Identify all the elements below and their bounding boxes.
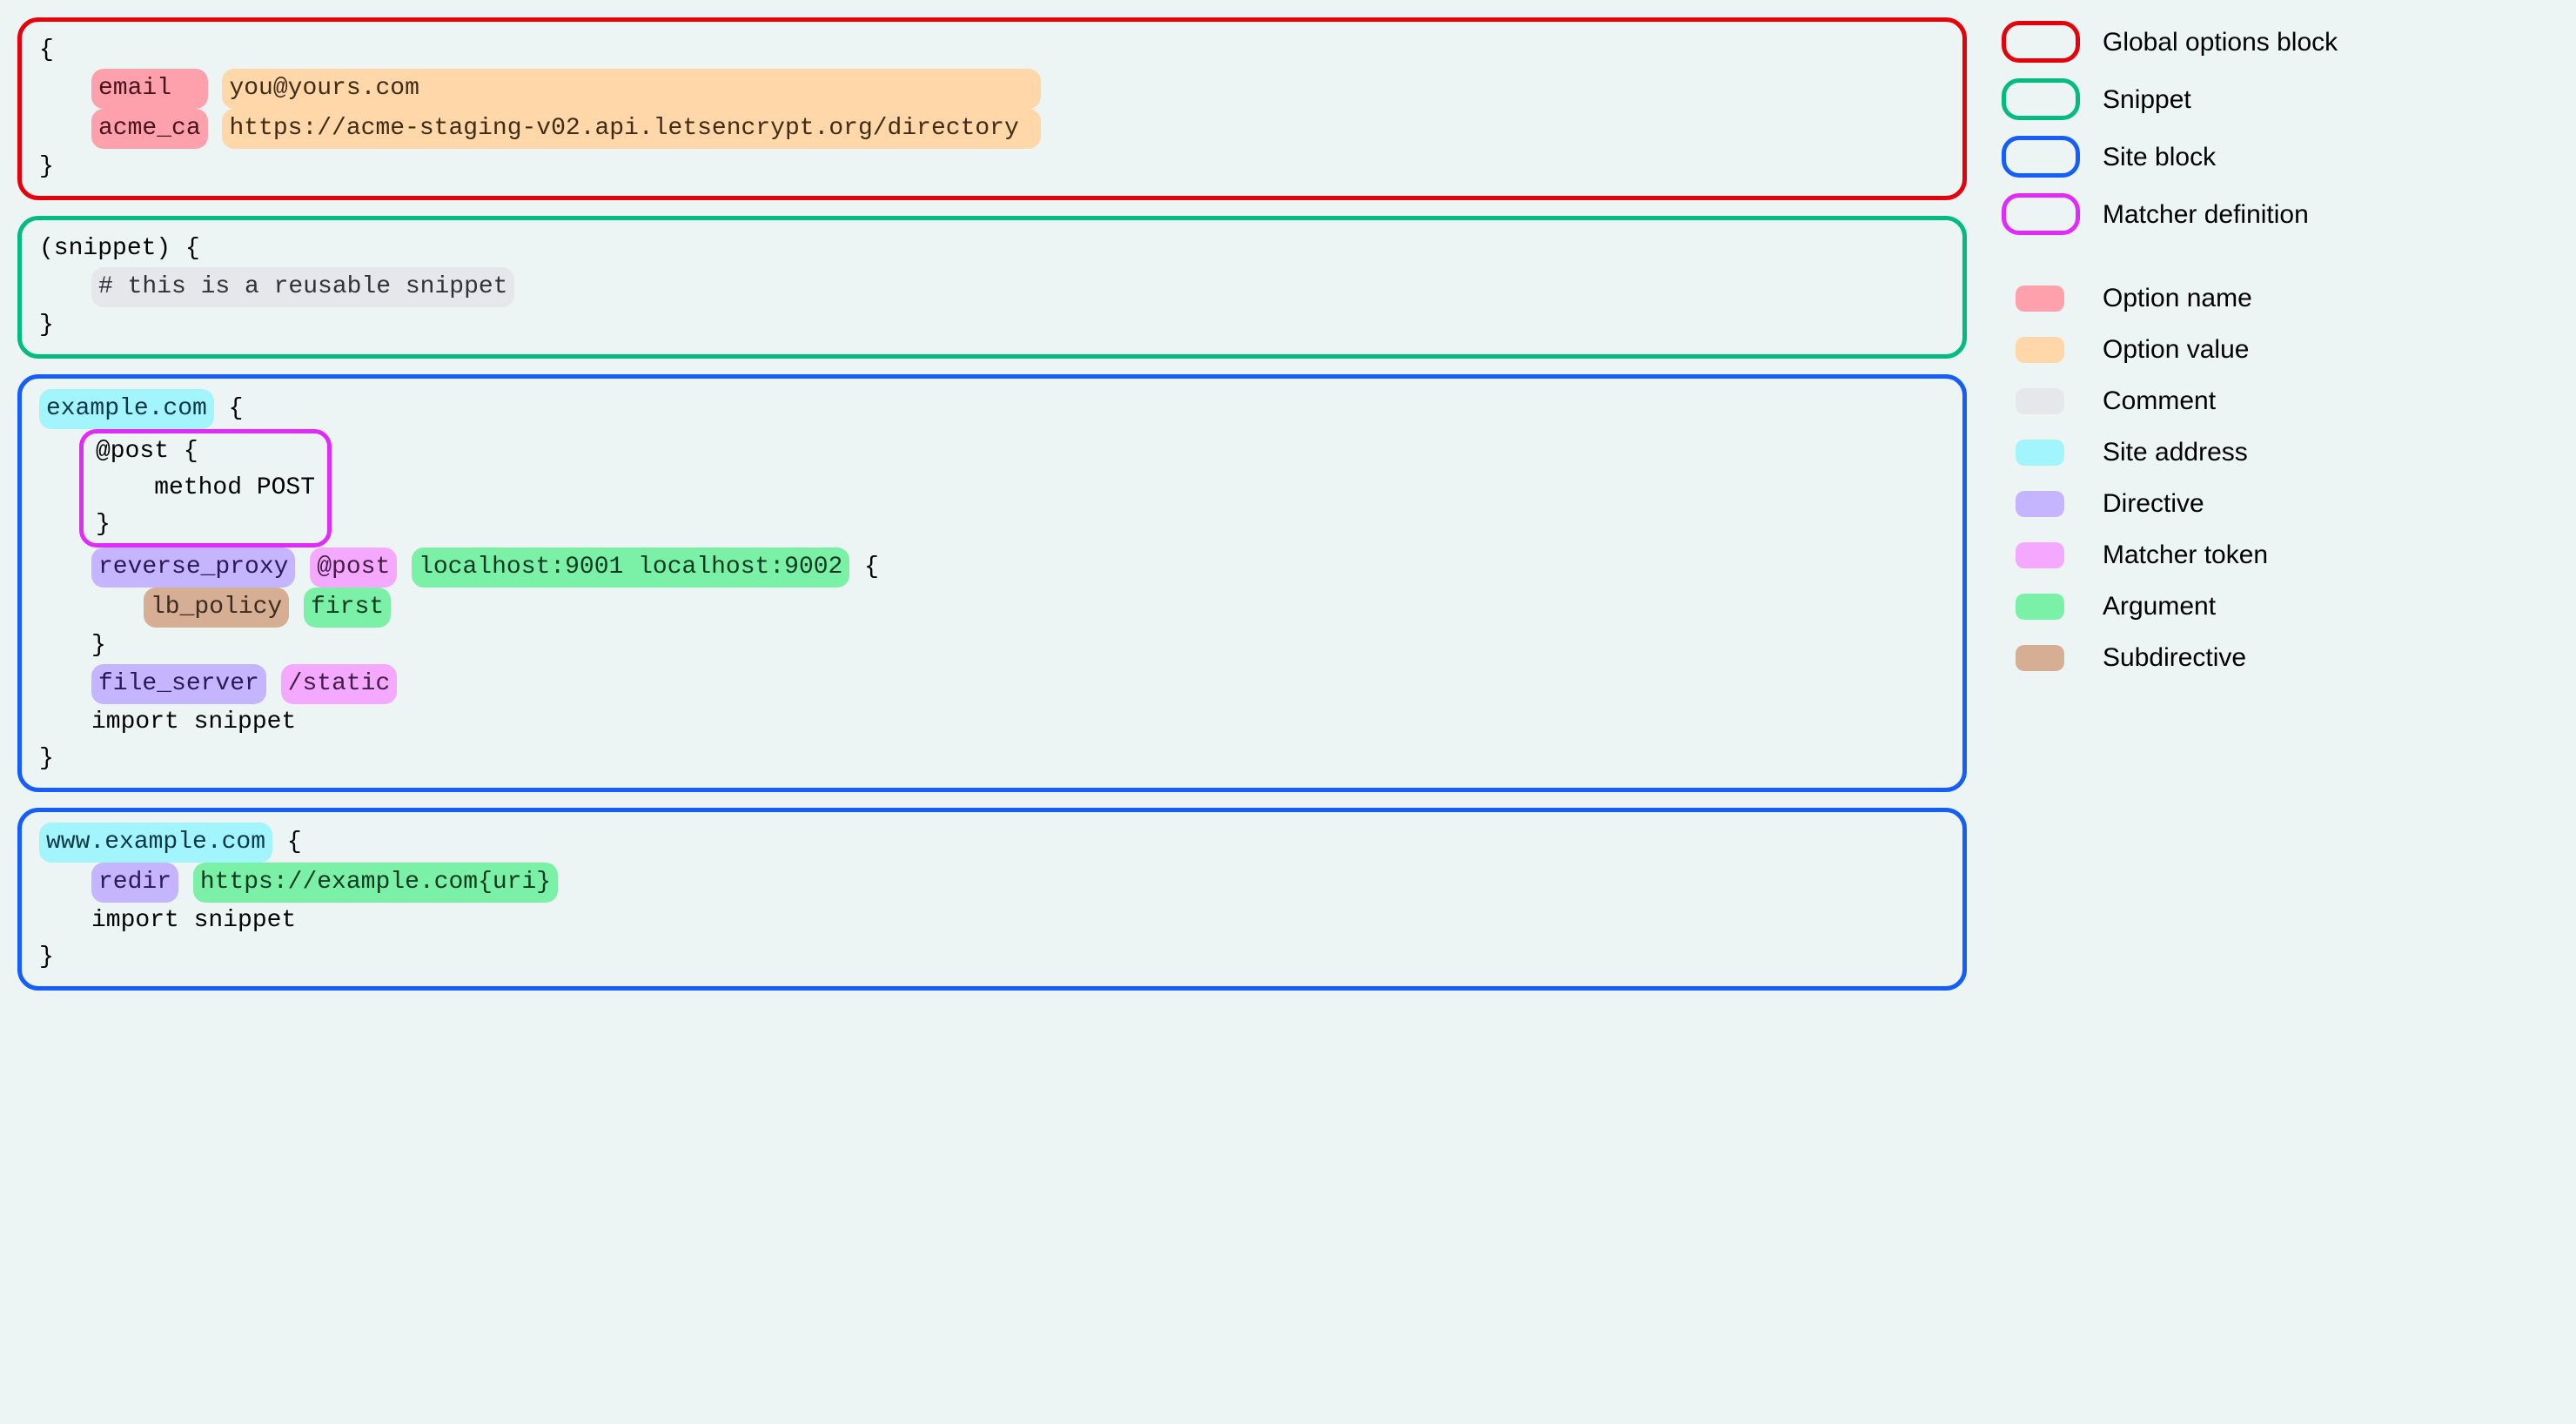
site-header: www.example.com { — [39, 823, 1945, 863]
argument: https://example.com{uri} — [193, 863, 558, 903]
legend-label: Matcher token — [2103, 535, 2268, 574]
site-address: example.com — [39, 389, 214, 429]
site-block: www.example.com { redir https://example.… — [17, 808, 1967, 991]
legend-fills: Option name Option value Comment Site ad… — [2002, 279, 2559, 677]
legend-label: Directive — [2103, 484, 2204, 523]
subdirective: lb_policy — [144, 588, 289, 628]
legend-label: Subdirective — [2103, 638, 2246, 677]
snippet-block: (snippet) { # this is a reusable snippet… — [17, 216, 1967, 359]
swatch-site-address — [2016, 440, 2064, 466]
brace-close: } — [39, 307, 1945, 344]
legend-item: Global options block — [2002, 21, 2559, 63]
legend-label: Snippet — [2103, 80, 2191, 119]
legend-item: Site address — [2002, 433, 2559, 472]
directive: reverse_proxy — [91, 547, 295, 588]
import-line: import snippet — [39, 704, 1945, 741]
swatch-magenta — [2002, 193, 2080, 235]
matcher-token: /static — [281, 664, 398, 704]
option-name: email — [91, 69, 208, 109]
code-area: { email you@yours.com acme_ca https://ac… — [17, 17, 1967, 991]
swatch-red — [2002, 21, 2080, 63]
legend-item: Comment — [2002, 381, 2559, 420]
comment: # this is a reusable snippet — [91, 267, 514, 307]
legend-item: Site block — [2002, 136, 2559, 178]
option-row: email you@yours.com — [39, 69, 1945, 109]
legend: Global options block Snippet Site block … — [2002, 17, 2559, 991]
matcher-line: } — [96, 507, 315, 543]
legend-item: Argument — [2002, 587, 2559, 626]
global-options-block: { email you@yours.com acme_ca https://ac… — [17, 17, 1967, 200]
legend-label: Matcher definition — [2103, 195, 2309, 234]
swatch-directive — [2016, 491, 2064, 517]
brace-close: } — [39, 149, 1945, 185]
matcher-line: method POST — [96, 470, 315, 507]
legend-label: Site address — [2103, 433, 2248, 472]
swatch-option-value — [2016, 337, 2064, 363]
legend-boxes: Global options block Snippet Site block … — [2002, 21, 2559, 235]
brace-close: } — [39, 939, 1945, 976]
directive: redir — [91, 863, 178, 903]
legend-label: Site block — [2103, 138, 2216, 177]
option-value: https://acme-staging-v02.api.letsencrypt… — [222, 109, 1040, 149]
directive-line: reverse_proxy @post localhost:9001 local… — [39, 547, 1945, 588]
legend-item: Directive — [2002, 484, 2559, 523]
swatch-subdirective — [2016, 645, 2064, 671]
option-value: you@yours.com — [222, 69, 1040, 109]
brace-close: } — [39, 628, 1945, 664]
swatch-comment — [2016, 388, 2064, 414]
diagram-container: { email you@yours.com acme_ca https://ac… — [17, 17, 2559, 991]
legend-item: Matcher definition — [2002, 193, 2559, 235]
legend-item: Option value — [2002, 330, 2559, 369]
swatch-option-name — [2016, 285, 2064, 312]
import-line: import snippet — [39, 903, 1945, 939]
legend-label: Argument — [2103, 587, 2216, 626]
legend-item: Option name — [2002, 279, 2559, 318]
brace-open: { — [39, 32, 1945, 69]
subdirective-line: lb_policy first — [39, 588, 1945, 628]
site-header: example.com { — [39, 389, 1945, 429]
swatch-teal — [2002, 78, 2080, 120]
brace-close: } — [39, 741, 1945, 777]
argument: localhost:9001 localhost:9002 — [412, 547, 849, 588]
snippet-header: (snippet) { — [39, 231, 1945, 267]
option-name: acme_ca — [91, 109, 208, 149]
legend-item: Subdirective — [2002, 638, 2559, 677]
matcher-definition: @post { method POST } — [79, 429, 332, 547]
legend-label: Comment — [2103, 381, 2216, 420]
legend-item: Snippet — [2002, 78, 2559, 120]
swatch-blue — [2002, 136, 2080, 178]
matcher-line: @post { — [96, 433, 315, 470]
swatch-argument — [2016, 594, 2064, 620]
legend-label: Option name — [2103, 279, 2252, 318]
directive-line: file_server /static — [39, 664, 1945, 704]
option-row: acme_ca https://acme-staging-v02.api.let… — [39, 109, 1945, 149]
argument: first — [304, 588, 391, 628]
swatch-matcher-token — [2016, 542, 2064, 568]
directive-line: redir https://example.com{uri} — [39, 863, 1945, 903]
site-address: www.example.com — [39, 823, 272, 863]
legend-label: Option value — [2103, 330, 2249, 369]
comment-line: # this is a reusable snippet — [39, 267, 1945, 307]
site-block: example.com { @post { method POST } reve… — [17, 374, 1967, 792]
legend-label: Global options block — [2103, 23, 2338, 62]
legend-item: Matcher token — [2002, 535, 2559, 574]
directive: file_server — [91, 664, 266, 704]
matcher-token: @post — [310, 547, 397, 588]
